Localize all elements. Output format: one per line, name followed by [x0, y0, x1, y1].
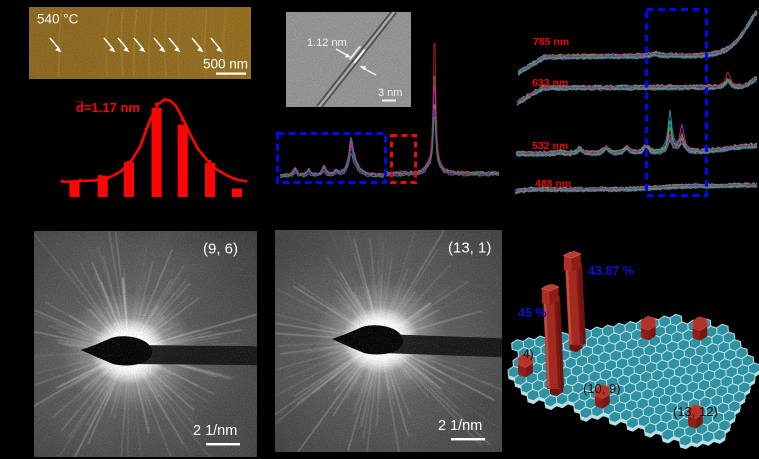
svg-text:1.12 nm: 1.12 nm: [307, 37, 347, 49]
svg-text:(9, 6): (9, 6): [203, 241, 238, 258]
svg-text:43.87 %: 43.87 %: [588, 264, 634, 278]
svg-text:488 nm: 488 nm: [535, 178, 571, 190]
svg-text:2 1/nm: 2 1/nm: [438, 418, 482, 434]
svg-text:633 nm: 633 nm: [532, 77, 568, 89]
svg-text:45 %: 45 %: [518, 306, 547, 320]
svg-text:540 °C: 540 °C: [37, 12, 79, 27]
svg-text:3 nm: 3 nm: [378, 87, 402, 99]
svg-text:d̅=1.17 nm: d̅=1.17 nm: [76, 100, 140, 115]
svg-text:785 nm: 785 nm: [533, 36, 569, 48]
svg-text:(13, 1): (13, 1): [448, 240, 491, 257]
svg-text:(13, 12): (13, 12): [673, 404, 718, 419]
svg-text:(10, 9): (10, 9): [583, 381, 621, 396]
svg-text:4): 4): [523, 347, 534, 361]
svg-text:2 1/nm: 2 1/nm: [193, 423, 237, 439]
svg-text:500 nm: 500 nm: [203, 57, 248, 72]
svg-text:532 nm: 532 nm: [532, 140, 568, 152]
